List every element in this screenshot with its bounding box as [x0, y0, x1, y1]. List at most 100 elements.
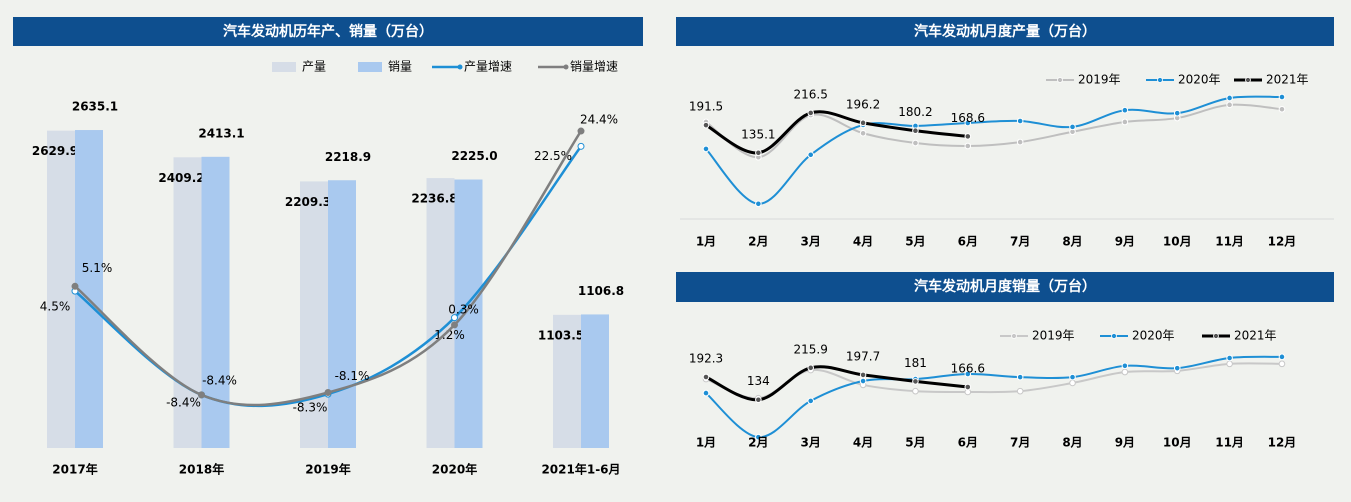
marker: [807, 397, 815, 405]
legend-marker: [1011, 333, 1017, 339]
bar: [300, 181, 328, 448]
chart-title: 汽车发动机月度销量（万台）: [914, 278, 1096, 295]
x-tick-label: 1月: [696, 436, 716, 450]
marker: [577, 127, 585, 135]
marker: [859, 371, 867, 379]
marker: [1121, 362, 1129, 370]
legend-label: 销量增速: [570, 60, 618, 74]
marker: [1016, 387, 1024, 395]
x-tick-label: 11月: [1215, 235, 1244, 249]
marker: [1016, 138, 1024, 146]
marker: [198, 391, 205, 399]
x-tick-label: 6月: [958, 235, 978, 249]
data-label: 2218.9: [325, 150, 371, 164]
data-label: -8.4%: [202, 373, 237, 387]
data-label: 1106.8: [578, 284, 624, 298]
legend-marker: [563, 64, 569, 70]
marker: [1121, 118, 1129, 126]
x-tick-label: 10月: [1163, 235, 1192, 249]
data-label: 197.7: [846, 349, 880, 363]
data-label: 216.5: [794, 87, 828, 101]
x-tick-label: 7月: [1010, 235, 1030, 249]
legend-marker: [457, 64, 463, 70]
data-label: 2209.3: [285, 195, 331, 209]
data-label: 215.9: [794, 342, 828, 356]
marker: [807, 109, 815, 117]
x-tick-label: 5月: [905, 436, 925, 450]
data-label: 196.2: [846, 97, 880, 111]
header-bar: [676, 17, 1334, 46]
legend-marker: [1057, 77, 1063, 83]
marker: [964, 133, 972, 140]
legend-label: 2021年: [1234, 329, 1277, 343]
x-tick-label: 8月: [1062, 436, 1082, 450]
bar: [173, 157, 202, 449]
data-label: 2236.8: [411, 192, 457, 206]
bar: [426, 178, 455, 448]
bar: [581, 314, 609, 448]
chart-title: 汽车发动机历年产、销量（万台）: [223, 23, 433, 40]
marker: [912, 127, 919, 135]
data-label: 2225.0: [451, 149, 497, 163]
marker: [859, 129, 867, 137]
marker: [702, 389, 710, 397]
data-label: -8.3%: [293, 401, 328, 415]
legend-marker: [1213, 333, 1219, 339]
x-tick-label: 8月: [1062, 235, 1082, 249]
bar: [328, 180, 356, 448]
marker: [912, 139, 919, 147]
marker: [1226, 354, 1233, 362]
marker: [964, 370, 972, 378]
data-label: 0.3%: [448, 302, 479, 316]
x-tick-label: 2020年: [432, 462, 477, 477]
x-tick-label: 5月: [905, 235, 925, 249]
legend-swatch: [272, 62, 296, 72]
marker: [755, 149, 762, 157]
marker: [755, 200, 762, 208]
data-label: 168.6: [951, 111, 985, 125]
x-tick-label: 10月: [1163, 436, 1192, 450]
legend-label: 产量: [302, 60, 326, 74]
header-bar: [13, 17, 643, 46]
marker: [451, 321, 458, 329]
marker: [807, 364, 815, 372]
marker: [1226, 360, 1233, 368]
marker: [755, 396, 762, 404]
data-label: 2635.1: [72, 100, 118, 114]
marker: [912, 378, 919, 385]
data-label: 1103.5: [538, 328, 584, 342]
marker: [702, 145, 710, 153]
bar: [553, 314, 581, 448]
data-label: 180.2: [898, 105, 932, 119]
data-label: 166.6: [951, 362, 985, 376]
marker: [1278, 353, 1286, 361]
x-tick-label: 9月: [1115, 235, 1135, 249]
legend-label: 2021年: [1266, 73, 1309, 87]
data-label: 24.4%: [580, 113, 618, 127]
x-tick-label: 2018年: [179, 462, 224, 477]
data-label: 134: [747, 374, 770, 388]
marker: [1278, 105, 1286, 113]
data-label: 181: [904, 356, 927, 370]
marker: [1226, 101, 1233, 109]
x-tick-label: 7月: [1010, 436, 1030, 450]
legend-marker: [1157, 77, 1163, 83]
marker: [702, 373, 710, 381]
marker: [1069, 379, 1076, 387]
legend-marker: [1111, 333, 1117, 339]
legend-label: 销量: [388, 60, 412, 74]
marker: [71, 282, 79, 290]
line: [74, 130, 583, 407]
data-label: 5.1%: [82, 261, 113, 275]
data-label: -8.1%: [335, 369, 370, 383]
x-tick-label: 11月: [1215, 436, 1244, 450]
marker: [859, 377, 867, 385]
x-tick-label: 2021年1-6月: [541, 462, 620, 477]
marker: [1016, 117, 1024, 125]
marker: [964, 119, 972, 127]
marker: [755, 433, 762, 441]
marker: [807, 151, 815, 159]
line: [705, 365, 968, 402]
marker: [702, 121, 710, 129]
